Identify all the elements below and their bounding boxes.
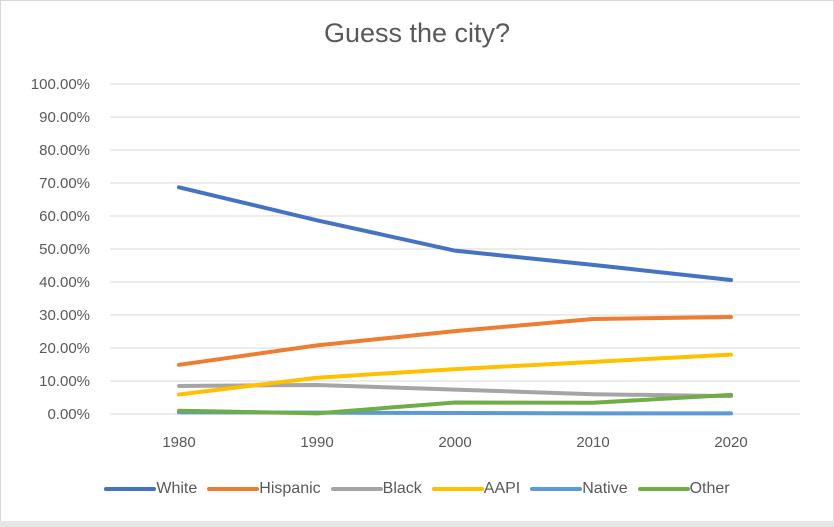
legend-swatch [330,487,383,491]
series-line-white [177,185,733,283]
legend-item-other: Other [637,480,730,498]
chart-title: Guess the city? [323,18,511,48]
legend-item-aapi: AAPI [431,480,521,498]
y-tick-label: 40.00% [39,274,90,291]
series-line-other [177,392,733,416]
x-tick-label: 2010 [576,434,609,451]
y-axis-ticks: 0.00% 10.00% 20.00% 30.00% 40.00% 50.00% 60.00… [31,76,90,423]
y-tick-label: 60.00% [39,208,90,225]
legend-swatch [207,487,260,491]
x-axis-ticks: 1980 1990 2000 2010 2020 [162,434,747,451]
legend-item-black: Black [330,480,422,498]
legend-swatch [431,487,484,491]
y-tick-label: 50.00% [39,241,90,258]
legend: White Hispanic Black AAPI Native Other [0,478,834,500]
legend-swatch [104,487,157,491]
y-tick-label: 0.00% [47,406,90,423]
y-tick-label: 30.00% [39,307,90,324]
series-lines [177,185,733,416]
series-line-black [177,382,733,399]
legend-swatch [530,487,583,491]
y-tick-label: 10.00% [39,373,90,390]
gridlines [110,83,800,415]
series-line-hispanic [177,314,733,367]
legend-label: Other [689,480,730,497]
y-tick-label: 70.00% [39,175,90,192]
legend-item-white: White [104,480,197,498]
legend-item-native: Native [530,480,628,498]
y-tick-label: 100.00% [31,76,90,93]
legend-label: White [156,480,198,497]
x-tick-label: 1990 [300,434,333,451]
legend-label: Hispanic [259,480,321,497]
legend-label: Native [582,480,628,497]
x-tick-label: 2020 [714,434,747,451]
legend-item-hispanic: Hispanic [207,480,321,498]
bottom-strip [0,521,834,527]
y-tick-label: 20.00% [39,340,90,357]
y-tick-label: 90.00% [39,109,90,126]
legend-label: Black [382,480,422,497]
x-tick-label: 2000 [438,434,471,451]
legend-label: AAPI [483,480,521,497]
legend-swatch [637,487,690,491]
x-tick-label: 1980 [162,434,195,451]
series-line-aapi [177,352,733,397]
y-tick-label: 80.00% [39,142,90,159]
